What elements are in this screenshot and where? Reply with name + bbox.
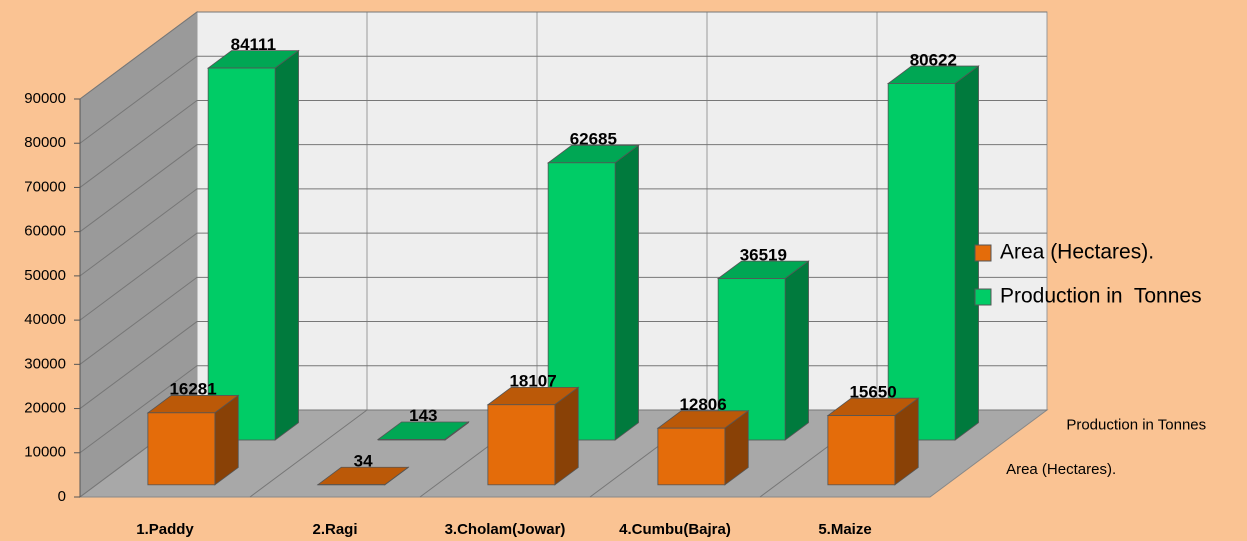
y-tick-label: 80000 bbox=[24, 134, 66, 151]
bar-side bbox=[274, 49, 299, 441]
bar bbox=[887, 83, 956, 441]
data-label: 15650 bbox=[849, 382, 896, 401]
depth-axis-label: Production in Tonnes bbox=[1066, 416, 1206, 433]
grid-line bbox=[79, 144, 1047, 233]
y-tick-label: 40000 bbox=[24, 311, 66, 328]
floor-divider bbox=[249, 409, 368, 498]
data-label: 12806 bbox=[679, 395, 726, 414]
bar-side bbox=[554, 386, 579, 486]
data-label: 34 bbox=[354, 451, 373, 470]
data-label: 16281 bbox=[169, 380, 216, 399]
bar bbox=[207, 67, 276, 441]
depth-axis-label: Area (Hectares). bbox=[1006, 461, 1116, 478]
y-tick-label: 90000 bbox=[24, 90, 66, 107]
data-label: 143 bbox=[409, 406, 437, 425]
bar bbox=[827, 415, 896, 486]
bar bbox=[657, 427, 726, 486]
x-tick-label: 2.Ragi bbox=[312, 521, 357, 538]
x-tick-label: 4.Cumbu(Bajra) bbox=[619, 521, 731, 538]
data-label: 18107 bbox=[509, 372, 556, 391]
x-tick-label: 3.Cholam(Jowar) bbox=[445, 521, 566, 538]
y-tick-label: 70000 bbox=[24, 178, 66, 195]
data-label: 62685 bbox=[570, 130, 617, 149]
y-tick-label: 10000 bbox=[24, 444, 66, 461]
data-label: 36519 bbox=[740, 245, 787, 264]
x-tick-label: 1.Paddy bbox=[136, 521, 194, 538]
grid-line bbox=[79, 99, 1047, 188]
bar bbox=[487, 404, 556, 486]
grid-line bbox=[79, 55, 1047, 144]
y-tick-label: 0 bbox=[58, 488, 66, 505]
y-tick-label: 60000 bbox=[24, 223, 66, 240]
legend-label: Production in Tonnes bbox=[1000, 285, 1202, 308]
bar-side bbox=[614, 144, 639, 441]
bar bbox=[147, 412, 216, 486]
grid-line bbox=[79, 232, 1047, 321]
y-tick-label: 30000 bbox=[24, 355, 66, 372]
bar-side bbox=[784, 260, 809, 441]
y-tick-label: 20000 bbox=[24, 400, 66, 417]
grid-line bbox=[79, 188, 1047, 277]
bar bbox=[377, 438, 446, 441]
legend-label: Area (Hectares). bbox=[1000, 241, 1154, 264]
legend-swatch bbox=[974, 244, 992, 262]
legend-swatch bbox=[974, 288, 992, 306]
data-label: 80622 bbox=[910, 50, 957, 69]
y-tick-label: 50000 bbox=[24, 267, 66, 284]
x-tick-label: 5.Maize bbox=[818, 521, 871, 538]
data-label: 84111 bbox=[231, 35, 276, 54]
grid-line bbox=[79, 11, 1047, 100]
